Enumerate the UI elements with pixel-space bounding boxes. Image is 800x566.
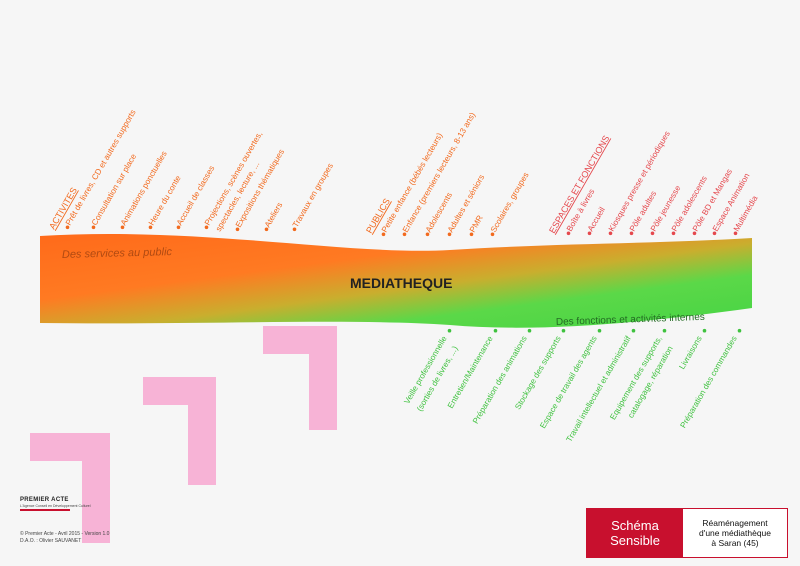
title-right-line-3: à Saran (45) [711, 538, 759, 548]
diagram-label: PMR [468, 214, 485, 234]
bullet-dot [702, 328, 707, 333]
band-top-label: Des services au public [62, 246, 173, 261]
bullet-dot [292, 227, 297, 232]
bullet-dot [629, 231, 634, 236]
title-right-line-1: Réaménagement [702, 518, 768, 528]
bullet-dot [597, 328, 602, 333]
diagram-label: Espace Animation [711, 171, 752, 233]
bullet-dot [447, 328, 452, 333]
bullet-dot [490, 232, 495, 237]
bullet-dot [737, 328, 742, 333]
bullet-dot [662, 328, 667, 333]
pink-chevron-1 [30, 433, 110, 543]
title-right-line-2: d'une médiathèque [698, 528, 772, 538]
logo-subtitle: L'Agence Conseil en Développement Cultur… [20, 504, 91, 508]
credits-line-1: © Premier Acte - Avril 2015 - Version 1.… [20, 531, 110, 537]
bullet-dot [469, 232, 474, 237]
bullet-dot [204, 225, 209, 230]
bullet-dot [65, 225, 70, 230]
bullet-dot [561, 328, 566, 333]
premier-acte-logo: PREMIER ACTE L'Agence Conseil en Dévelop… [20, 497, 91, 511]
title-box-right: Réaménagement d'une médiathèque à Saran … [683, 509, 787, 557]
bullet-dot [425, 232, 430, 237]
logo-name: PREMIER ACTE [20, 497, 69, 503]
credits: © Premier Acte - Avril 2015 - Version 1.… [20, 531, 109, 545]
bullet-dot [264, 227, 269, 232]
title-left-line-2: Sensible [610, 533, 660, 548]
title-box: Schéma Sensible Réaménagement d'une médi… [586, 508, 788, 558]
credits-line-2: D.A.O. : Olivier SAUVANET [20, 538, 82, 544]
bullet-dot [402, 232, 407, 237]
bullet-dot [176, 225, 181, 230]
pink-chevrons [30, 326, 337, 543]
bullet-dot [447, 232, 452, 237]
diagram-label: Livraisons [678, 335, 704, 371]
bullet-dot [631, 328, 636, 333]
bullet-dot [671, 231, 676, 236]
logo-bar [20, 509, 70, 511]
diagram-label: Accueil [586, 205, 607, 233]
bullet-dot [587, 231, 592, 236]
diagram-label: Travaux en groupes [291, 162, 335, 229]
bullet-dot [148, 225, 153, 230]
bullet-dot [381, 232, 386, 237]
diagram-label: Ateliers [263, 201, 284, 229]
bullet-dot [566, 231, 571, 236]
title-left-line-1: Schéma [611, 518, 659, 533]
title-box-left: Schéma Sensible [587, 509, 683, 557]
center-label: MEDIATHEQUE [350, 275, 452, 291]
mediatheque-band [40, 233, 752, 328]
bullet-dot [733, 231, 738, 236]
bullet-dot [235, 227, 240, 232]
diagram-label: Travail intellectuel et administratif [565, 334, 634, 444]
pink-chevron-3 [263, 326, 337, 430]
bullet-dot [608, 231, 613, 236]
bullet-dot [692, 231, 697, 236]
bullet-dot [527, 328, 532, 333]
diagram-label: Scolaires, groupes [489, 171, 531, 234]
bullet-dot [650, 231, 655, 236]
bullet-dot [120, 225, 125, 230]
pink-chevron-2 [143, 377, 216, 485]
bullet-dot [493, 328, 498, 333]
bullet-dot [712, 231, 717, 236]
band-bottom-label: Des fonctions et activités internes [556, 312, 705, 328]
bullet-dot [91, 225, 96, 230]
